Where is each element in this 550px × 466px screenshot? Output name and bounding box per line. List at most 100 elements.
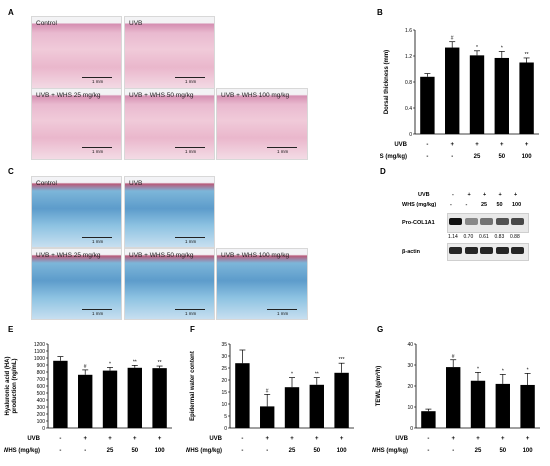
y-tick-label: 200 bbox=[37, 412, 46, 418]
uvb-row-value: + bbox=[83, 436, 87, 442]
blot-uvb-value: + bbox=[514, 192, 518, 198]
y-tick-label: 30 bbox=[407, 363, 413, 369]
significance-marker: ** bbox=[133, 359, 137, 365]
blot-whs-label: WHS (mg/kg) bbox=[402, 202, 437, 208]
whs-row-value: - bbox=[451, 154, 453, 160]
y-axis-label: Hyaluronic acid (HA) bbox=[5, 356, 11, 415]
blot-uvb-value: + bbox=[498, 192, 502, 198]
bar bbox=[334, 372, 349, 428]
y-tick-label: 1100 bbox=[34, 349, 45, 355]
panel-g-label: G bbox=[377, 325, 384, 334]
chart-g-tewl: TEWL (g/m²/h) 0 10 20 30 40 # * * * UVB WHS (mg/kg)… bbox=[372, 342, 540, 454]
bar bbox=[152, 368, 167, 428]
uvb-row-value: + bbox=[290, 436, 294, 442]
y-tick-label: 1200 bbox=[34, 342, 45, 348]
y-axis-label: TEWL (g/m²/h) bbox=[375, 366, 382, 407]
uvb-row-value: + bbox=[475, 142, 479, 148]
scale-bar bbox=[175, 309, 205, 310]
blot-whs-value: - bbox=[465, 202, 468, 208]
scale-bar bbox=[175, 237, 205, 238]
y-tick-label: 0.8 bbox=[405, 80, 412, 86]
blot-row-label-beta-actin: β-actin bbox=[402, 249, 421, 255]
blot-whs-value: 100 bbox=[512, 202, 522, 208]
blot-ratio-value: 0.70 bbox=[463, 234, 474, 240]
micrograph-caption: Control bbox=[36, 20, 57, 27]
y-tick-label: 35 bbox=[221, 342, 227, 348]
y-tick-label: 0 bbox=[224, 426, 227, 432]
micrograph-c-whs25: UVB + WHS 25 mg/kg 1 mm bbox=[31, 248, 122, 320]
micrograph-caption: UVB + WHS 50 mg/kg bbox=[129, 92, 194, 99]
scale-bar-label: 1 mm bbox=[185, 149, 197, 154]
y-tick-label: 0.4 bbox=[405, 106, 412, 112]
uvb-row-label: UVB bbox=[395, 436, 408, 442]
whs-row-value: - bbox=[84, 448, 86, 454]
uvb-row-value: - bbox=[427, 436, 429, 442]
blot-whs-value: 25 bbox=[481, 202, 488, 208]
blot-band bbox=[495, 247, 509, 254]
uvb-row-value: + bbox=[476, 436, 480, 442]
significance-marker: *** bbox=[339, 357, 345, 363]
micrograph-a-control: Control 1 mm bbox=[31, 16, 122, 90]
bar bbox=[421, 411, 436, 428]
uvb-row-value: + bbox=[450, 142, 454, 148]
bar bbox=[235, 363, 250, 428]
y-tick-label: 0 bbox=[409, 132, 412, 138]
y-tick-label: 25 bbox=[221, 366, 227, 372]
scale-bar-label: 1 mm bbox=[185, 79, 197, 84]
scale-bar-label: 1 mm bbox=[185, 239, 197, 244]
micrograph-c-uvb: UVB 1 mm bbox=[124, 176, 215, 248]
y-tick-label: 600 bbox=[37, 384, 46, 390]
y-tick-label: 0 bbox=[42, 426, 45, 432]
y-axis-label: production (ng/mL) bbox=[12, 359, 18, 414]
micrograph-caption: UVB + WHS 100 mg/kg bbox=[221, 252, 290, 259]
whs-row-value: - bbox=[241, 448, 243, 454]
whs-row-value: 100 bbox=[522, 154, 533, 160]
blot-band bbox=[511, 218, 524, 225]
blot-band bbox=[464, 218, 478, 225]
blot-band bbox=[480, 247, 493, 254]
panel-a-label: A bbox=[8, 8, 14, 17]
blot-band bbox=[480, 218, 493, 225]
scale-bar-label: 1 mm bbox=[277, 311, 289, 316]
uvb-row-value: - bbox=[59, 436, 61, 442]
scale-bar-label: 1 mm bbox=[92, 79, 104, 84]
blot-ratio-value: 0.88 bbox=[510, 234, 520, 240]
significance-marker: # bbox=[84, 364, 87, 370]
scale-bar bbox=[82, 77, 112, 78]
bar bbox=[494, 57, 509, 135]
micrograph-caption: UVB + WHS 25 mg/kg bbox=[36, 92, 101, 99]
bar bbox=[469, 55, 485, 134]
uvb-row-label: UVB bbox=[209, 436, 222, 442]
y-tick-label: 800 bbox=[37, 370, 46, 376]
y-tick-label: 1.6 bbox=[405, 28, 412, 34]
scale-bar bbox=[267, 309, 297, 310]
panel-b-label: B bbox=[377, 8, 383, 17]
uvb-row-value: + bbox=[158, 436, 162, 442]
uvb-row-value: + bbox=[525, 142, 529, 148]
micrograph-c-whs100: UVB + WHS 100 mg/kg 1 mm bbox=[216, 248, 308, 320]
y-tick-label: 1.2 bbox=[405, 54, 412, 60]
blot-uvb-value: + bbox=[483, 192, 487, 198]
blot-band bbox=[449, 247, 462, 254]
whs-row-value: - bbox=[59, 448, 61, 454]
uvb-row-value: + bbox=[340, 436, 344, 442]
whs-row-value: - bbox=[266, 448, 268, 454]
micrograph-caption: UVB bbox=[129, 20, 143, 27]
bar bbox=[519, 62, 534, 134]
y-tick-label: 20 bbox=[221, 378, 227, 384]
significance-marker: ** bbox=[525, 52, 529, 58]
whs-row-value: 25 bbox=[289, 448, 296, 454]
uvb-row-value: + bbox=[108, 436, 112, 442]
uvb-row-label: UVB bbox=[27, 436, 40, 442]
bar bbox=[78, 374, 93, 428]
bar bbox=[260, 406, 275, 428]
blot-ratio-value: 0.83 bbox=[494, 234, 505, 240]
whs-row-value: - bbox=[427, 448, 429, 454]
significance-marker: ** bbox=[315, 372, 319, 378]
bar bbox=[495, 383, 510, 428]
y-axis-label: Epidermal water content bbox=[190, 351, 196, 421]
bar bbox=[470, 380, 486, 428]
uvb-row-value: + bbox=[133, 436, 137, 442]
chart-b-dorsal-thickness: Dorsal thickness (mm)00.40.81.21.6#* ***U… bbox=[380, 28, 539, 160]
y-tick-label: 400 bbox=[37, 398, 46, 404]
